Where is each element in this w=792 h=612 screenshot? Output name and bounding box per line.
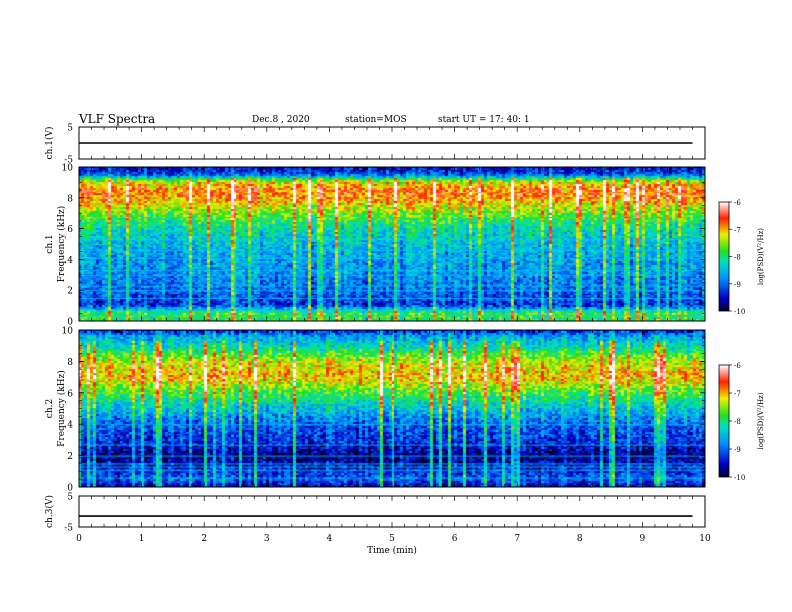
ch1-voltage-ylabel: ch.1(V) [44,127,55,160]
x-tick-label: 2 [201,534,207,544]
ch2-spectrogram-ylabel-freq: Frequency (kHz) [56,370,67,447]
start-time-label: start UT = 17: 40: 1 [438,115,530,125]
colorbar-ch1-label: log(PSD)(V²/Hz) [757,228,765,285]
x-tick-label: 0 [76,534,82,544]
x-axis-label: Time (min) [367,545,417,556]
y-tick-label: 6 [67,225,73,235]
colorbar-tick-label: -7 [734,226,741,234]
y-tick-label: -5 [64,524,73,534]
y-tick-label: -5 [64,156,73,166]
colorbar-ch2-label: log(PSD)(V²/Hz) [757,392,765,449]
colorbar-ch1 [718,201,730,312]
colorbar-tick-label: -10 [734,308,745,316]
spectrogram-ch1-image [79,167,705,321]
x-tick-label: 8 [577,534,583,544]
y-tick-label: 2 [67,452,73,462]
y-tick-label: 0 [67,318,73,328]
ch3-voltage-ylabel: ch.3(V) [44,495,55,528]
colorbar-tick-label: -6 [734,362,741,370]
colorbar-tick-label: -9 [734,446,741,454]
ch1-spectrogram-ylabel-channel: ch.1 [45,234,55,253]
figure-title: VLF Spectra [79,112,156,126]
spectrogram-ch2-image [79,330,705,487]
x-tick-label: 4 [327,534,333,544]
colorbar-tick-label: -6 [734,199,741,207]
date-label: Dec.8 , 2020 [252,115,310,125]
colorbar-tick-label: -7 [734,390,741,398]
y-tick-label: 8 [67,194,73,204]
colorbar-tick-label: -10 [734,474,745,482]
colorbar-tick-label: -8 [734,418,741,426]
x-tick-label: 7 [514,534,520,544]
y-tick-label: 2 [67,287,73,297]
x-tick-label: 5 [389,534,395,544]
y-tick-label: 6 [67,389,73,399]
station-label: station=MOS [345,115,407,125]
y-tick-label: 0 [67,484,73,494]
ch2-spectrogram-ylabel-channel: ch.2 [45,399,55,418]
x-tick-label: 6 [452,534,458,544]
colorbar-tick-label: -8 [734,254,741,262]
y-tick-label: 4 [67,256,73,266]
x-tick-label: 10 [699,534,711,544]
colorbar-tick-label: -9 [734,281,741,289]
y-tick-label: 10 [62,164,74,174]
x-tick-label: 9 [640,534,646,544]
x-tick-label: 1 [139,534,145,544]
y-tick-label: 10 [62,327,74,337]
y-tick-label: 8 [67,358,73,368]
colorbar-ch2 [718,364,730,478]
y-tick-label: 4 [67,421,73,431]
y-tick-label: 5 [67,493,73,503]
x-tick-label: 3 [264,534,270,544]
y-tick-label: 5 [67,124,73,134]
ch1-spectrogram-ylabel-freq: Frequency (kHz) [56,206,67,283]
